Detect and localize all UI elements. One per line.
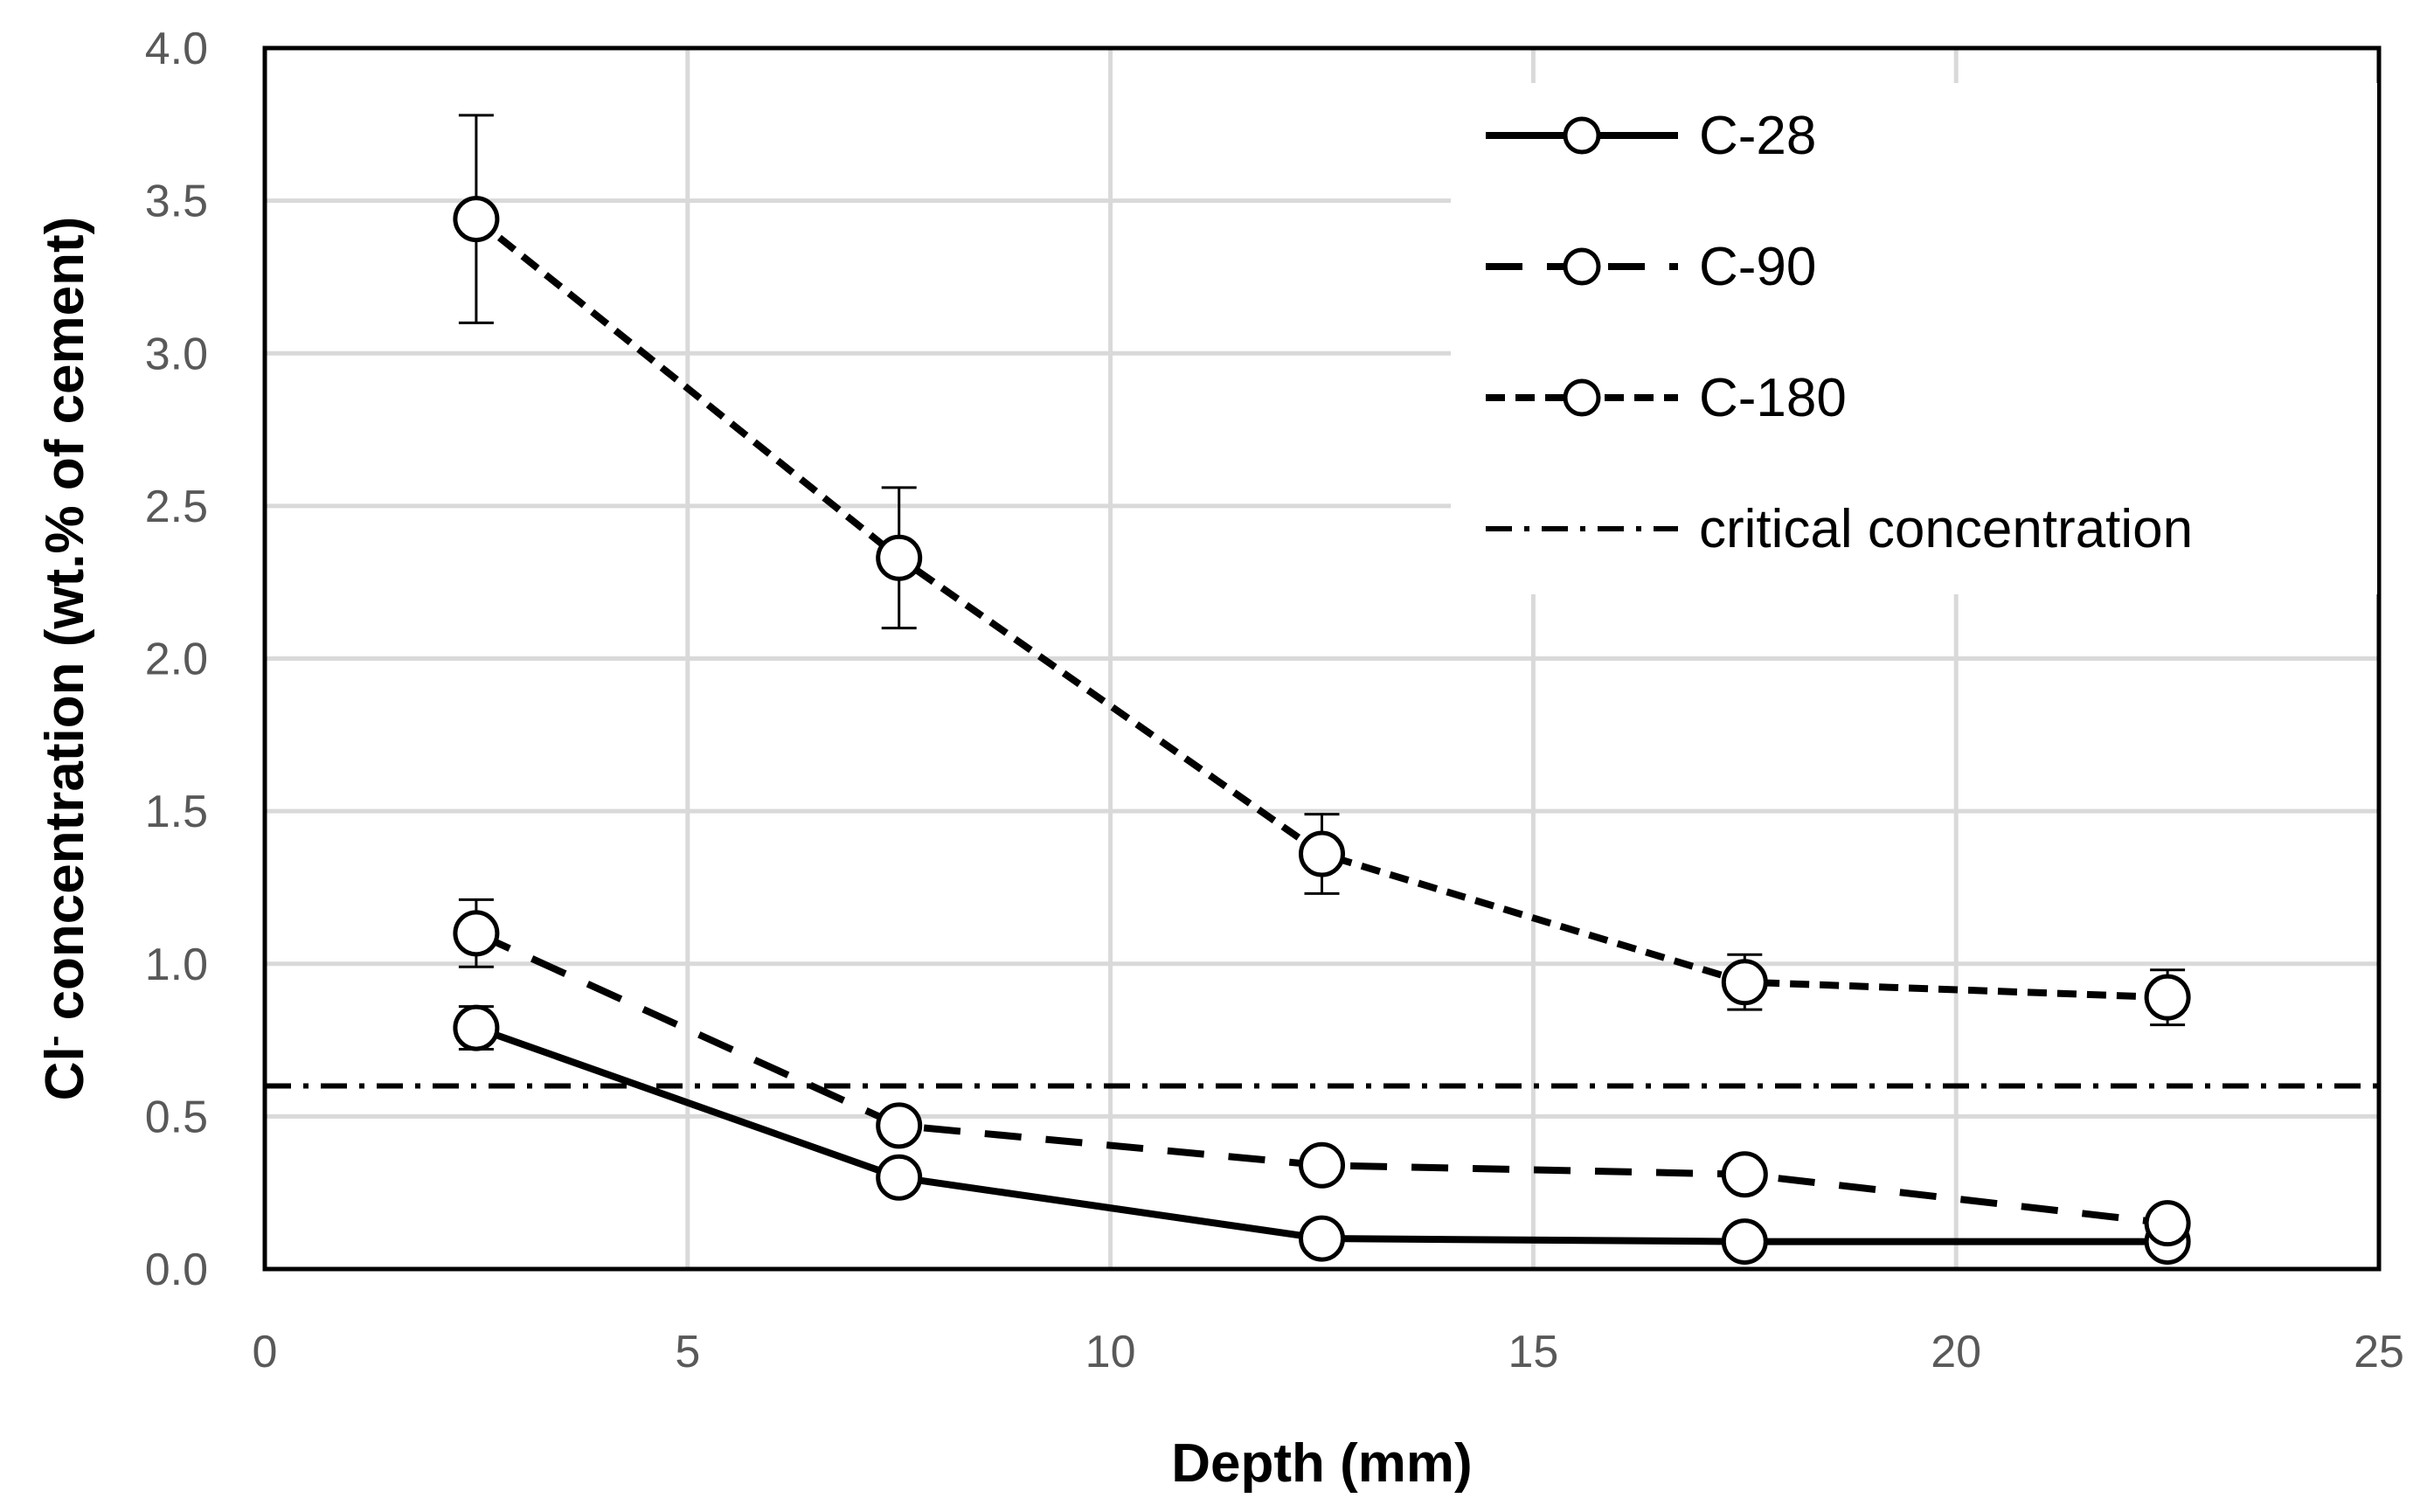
data-point-c-90 bbox=[453, 910, 500, 957]
y-tick-label: 4.0 bbox=[145, 24, 208, 74]
y-axis-title: Cl- concentration (wt.% of cement) bbox=[35, 217, 95, 1101]
x-tick-label: 15 bbox=[1508, 1327, 1558, 1377]
data-point-c-180 bbox=[2144, 974, 2191, 1021]
series-c-90 bbox=[453, 898, 2191, 1247]
data-point-c-180 bbox=[1721, 959, 1768, 1006]
legend-background bbox=[1451, 83, 2377, 594]
data-point-c-90 bbox=[1299, 1141, 1345, 1189]
legend-label-critical-concentration: critical concentration bbox=[1699, 499, 2193, 559]
data-point-c-180 bbox=[1299, 830, 1345, 877]
data-point-c-28 bbox=[1299, 1215, 1345, 1262]
data-point-c-180 bbox=[876, 534, 923, 581]
y-tick-label: 0.0 bbox=[145, 1245, 208, 1295]
x-axis-ticks: 0 5 10 15 20 25 bbox=[253, 1327, 2404, 1377]
y-tick-label: 3.5 bbox=[145, 177, 208, 227]
legend-marker-c-180 bbox=[1563, 378, 1601, 417]
data-point-c-28 bbox=[876, 1154, 923, 1201]
legend: C-28 C-90 C-180 critical concentration bbox=[1451, 83, 2377, 594]
x-tick-label: 10 bbox=[1085, 1327, 1136, 1377]
series-c-180 bbox=[453, 114, 2191, 1027]
y-axis-ticks: 0.0 0.5 1.0 1.5 2.0 2.5 3.0 3.5 4.0 bbox=[145, 24, 208, 1295]
legend-marker-c-28 bbox=[1563, 116, 1601, 155]
legend-label-c-28: C-28 bbox=[1699, 106, 1816, 166]
legend-label-c-90: C-90 bbox=[1699, 237, 1816, 297]
legend-item-critical-concentration: critical concentration bbox=[1486, 499, 2193, 559]
x-tick-label: 5 bbox=[675, 1327, 700, 1377]
y-axis-title-superscript: - bbox=[36, 1036, 73, 1047]
plot-area-frame bbox=[262, 45, 2382, 1272]
y-axis-title-rest: concentration (wt.% of cement) bbox=[35, 217, 95, 1036]
legend-marker-c-90 bbox=[1563, 247, 1601, 286]
y-tick-label: 2.5 bbox=[145, 482, 208, 532]
x-tick-label: 0 bbox=[253, 1327, 278, 1377]
x-tick-label: 20 bbox=[1931, 1327, 1981, 1377]
y-tick-label: 2.0 bbox=[145, 635, 208, 685]
y-tick-label: 1.5 bbox=[145, 787, 208, 837]
data-point-c-180 bbox=[453, 196, 500, 243]
y-tick-label: 0.5 bbox=[145, 1092, 208, 1142]
y-tick-label: 3.0 bbox=[145, 329, 208, 379]
legend-item-c-180: C-180 bbox=[1486, 368, 1847, 428]
legend-label-c-180: C-180 bbox=[1699, 368, 1847, 428]
x-axis-title: Depth (mm) bbox=[1171, 1433, 1472, 1494]
data-point-c-90 bbox=[876, 1102, 923, 1149]
series-group bbox=[453, 114, 2191, 1266]
legend-item-c-28: C-28 bbox=[1486, 106, 1816, 166]
x-tick-label: 25 bbox=[2354, 1327, 2404, 1377]
data-point-c-28 bbox=[453, 1004, 500, 1051]
y-axis-title-main: Cl bbox=[35, 1046, 95, 1100]
data-point-c-90 bbox=[2144, 1200, 2191, 1247]
y-tick-label: 1.0 bbox=[145, 940, 208, 990]
legend-item-c-90: C-90 bbox=[1486, 237, 1816, 297]
data-point-c-90 bbox=[1721, 1151, 1768, 1198]
data-point-c-28 bbox=[1721, 1218, 1768, 1266]
